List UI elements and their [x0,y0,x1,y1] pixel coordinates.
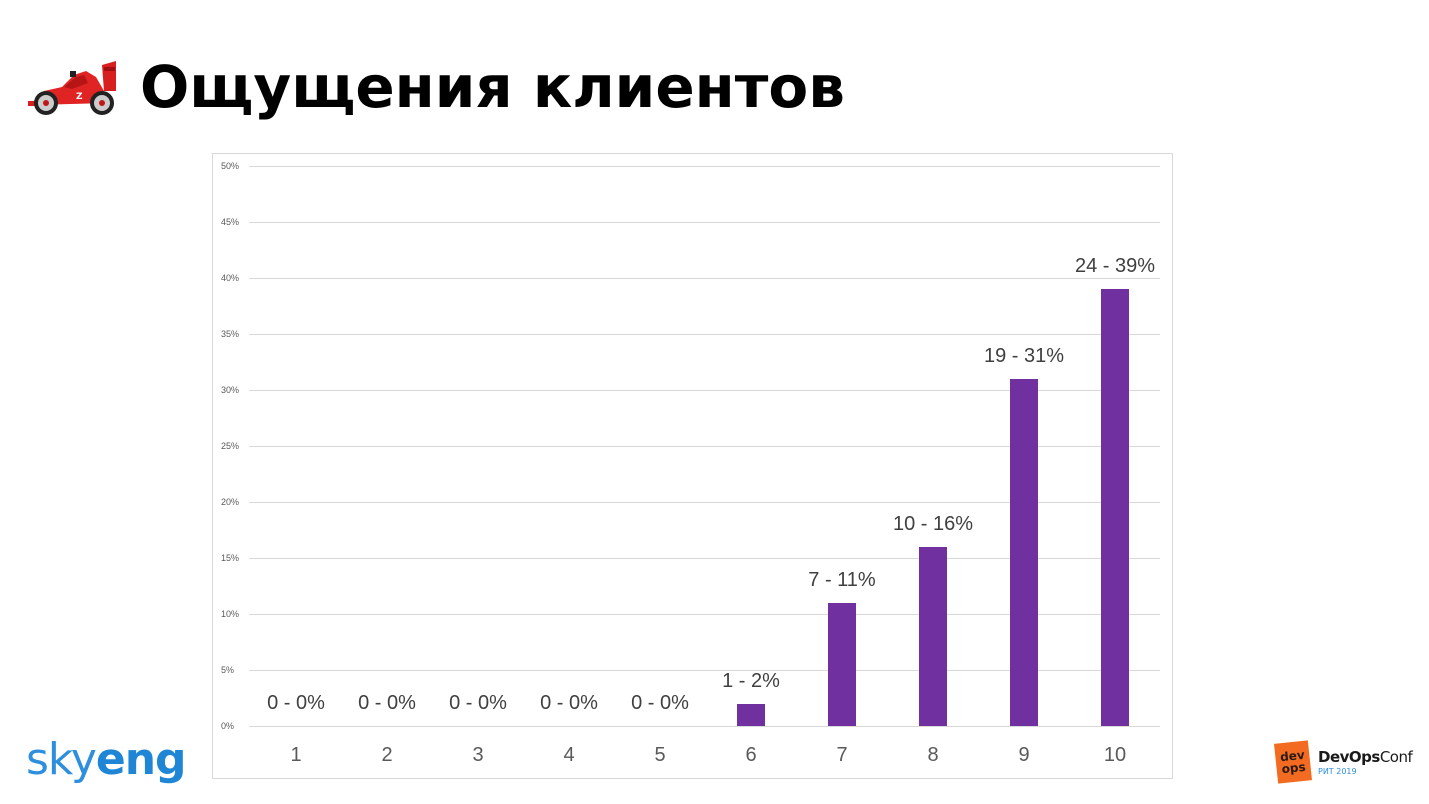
skyeng-logo-bold: eng [95,734,187,785]
bar-data-label: 10 - 16% [892,512,974,535]
x-axis-tick-label: 9 [1018,744,1030,766]
y-axis-tick-label: 15% [221,553,240,563]
slide-header: Z Ощущения клиентов [24,52,845,122]
bar [828,602,856,726]
devopsconf-logo: dev ops DevOpsConf РИТ 2019 [1274,740,1413,784]
bar-data-label: 0 - 0% [449,692,507,714]
x-axis-tick-label: 1 [290,744,302,766]
bar-data-label: 24 - 39% [1074,255,1156,278]
skyeng-logo: skyeng [26,732,187,788]
bar-chart: 0% 5% 10% 15% 20% 25% 30% 35% 40% 45% 50% 0 - 0% 1 0… [212,153,1173,779]
devops-text: DevOpsConf РИТ 2019 [1318,748,1413,776]
devops-name: DevOpsConf [1318,748,1413,766]
x-axis-tick-label: 6 [745,744,757,766]
x-axis-tick-label: 4 [563,744,575,766]
gridline [249,334,1160,335]
page-title: Ощущения клиентов [140,53,845,121]
x-axis-tick-label: 2 [381,744,393,766]
svg-text:Z: Z [76,92,83,102]
bar-data-label: 0 - 0% [267,692,325,714]
y-axis-tick-label: 40% [221,273,240,283]
race-car-icon: Z [28,61,116,115]
y-axis-tick-label: 20% [221,497,240,507]
gridline [249,390,1160,391]
y-axis-tick-label: 50% [221,161,240,171]
devops-name-bold: DevOps [1318,748,1380,766]
gridline [249,614,1160,615]
x-axis-tick-label: 8 [927,744,939,766]
y-axis-tick-label: 45% [221,217,240,227]
x-axis-tick-label: 10 [1103,744,1127,766]
bar-data-label: 7 - 11% [808,568,876,591]
bar-data-label: 0 - 0% [358,692,416,714]
x-axis-tick-label: 3 [472,744,484,766]
gridline [249,670,1160,671]
gridline [249,278,1160,279]
bar-data-label: 0 - 0% [631,692,689,714]
bar [919,546,947,726]
devops-badge-icon: dev ops [1274,740,1312,784]
bar [1101,289,1129,726]
bar-data-label: 0 - 0% [540,692,598,714]
gridline [249,222,1160,223]
y-axis-tick-label: 0% [221,721,235,731]
gridline [249,558,1160,559]
gridline [249,726,1160,727]
bar [1010,378,1038,726]
bar-data-label: 19 - 31% [983,344,1065,367]
devops-badge-bottom: ops [1280,759,1307,777]
x-axis-tick-label: 5 [654,744,666,766]
y-axis-tick-label: 35% [221,329,240,339]
gridline [249,446,1160,447]
gridline [249,166,1160,167]
gridline [249,502,1160,503]
x-axis-tick-label: 7 [836,744,848,766]
y-axis-tick-label: 25% [221,441,240,451]
bar-data-label: 1 - 2% [722,669,780,692]
y-axis-tick-label: 5% [221,665,235,675]
y-axis-tick-label: 10% [221,609,240,619]
devops-subtitle: РИТ 2019 [1318,767,1357,776]
y-axis-tick-label: 30% [221,385,240,395]
skyeng-logo-light: sky [26,734,97,785]
bar [737,703,765,726]
devops-name-light: Conf [1379,748,1413,766]
